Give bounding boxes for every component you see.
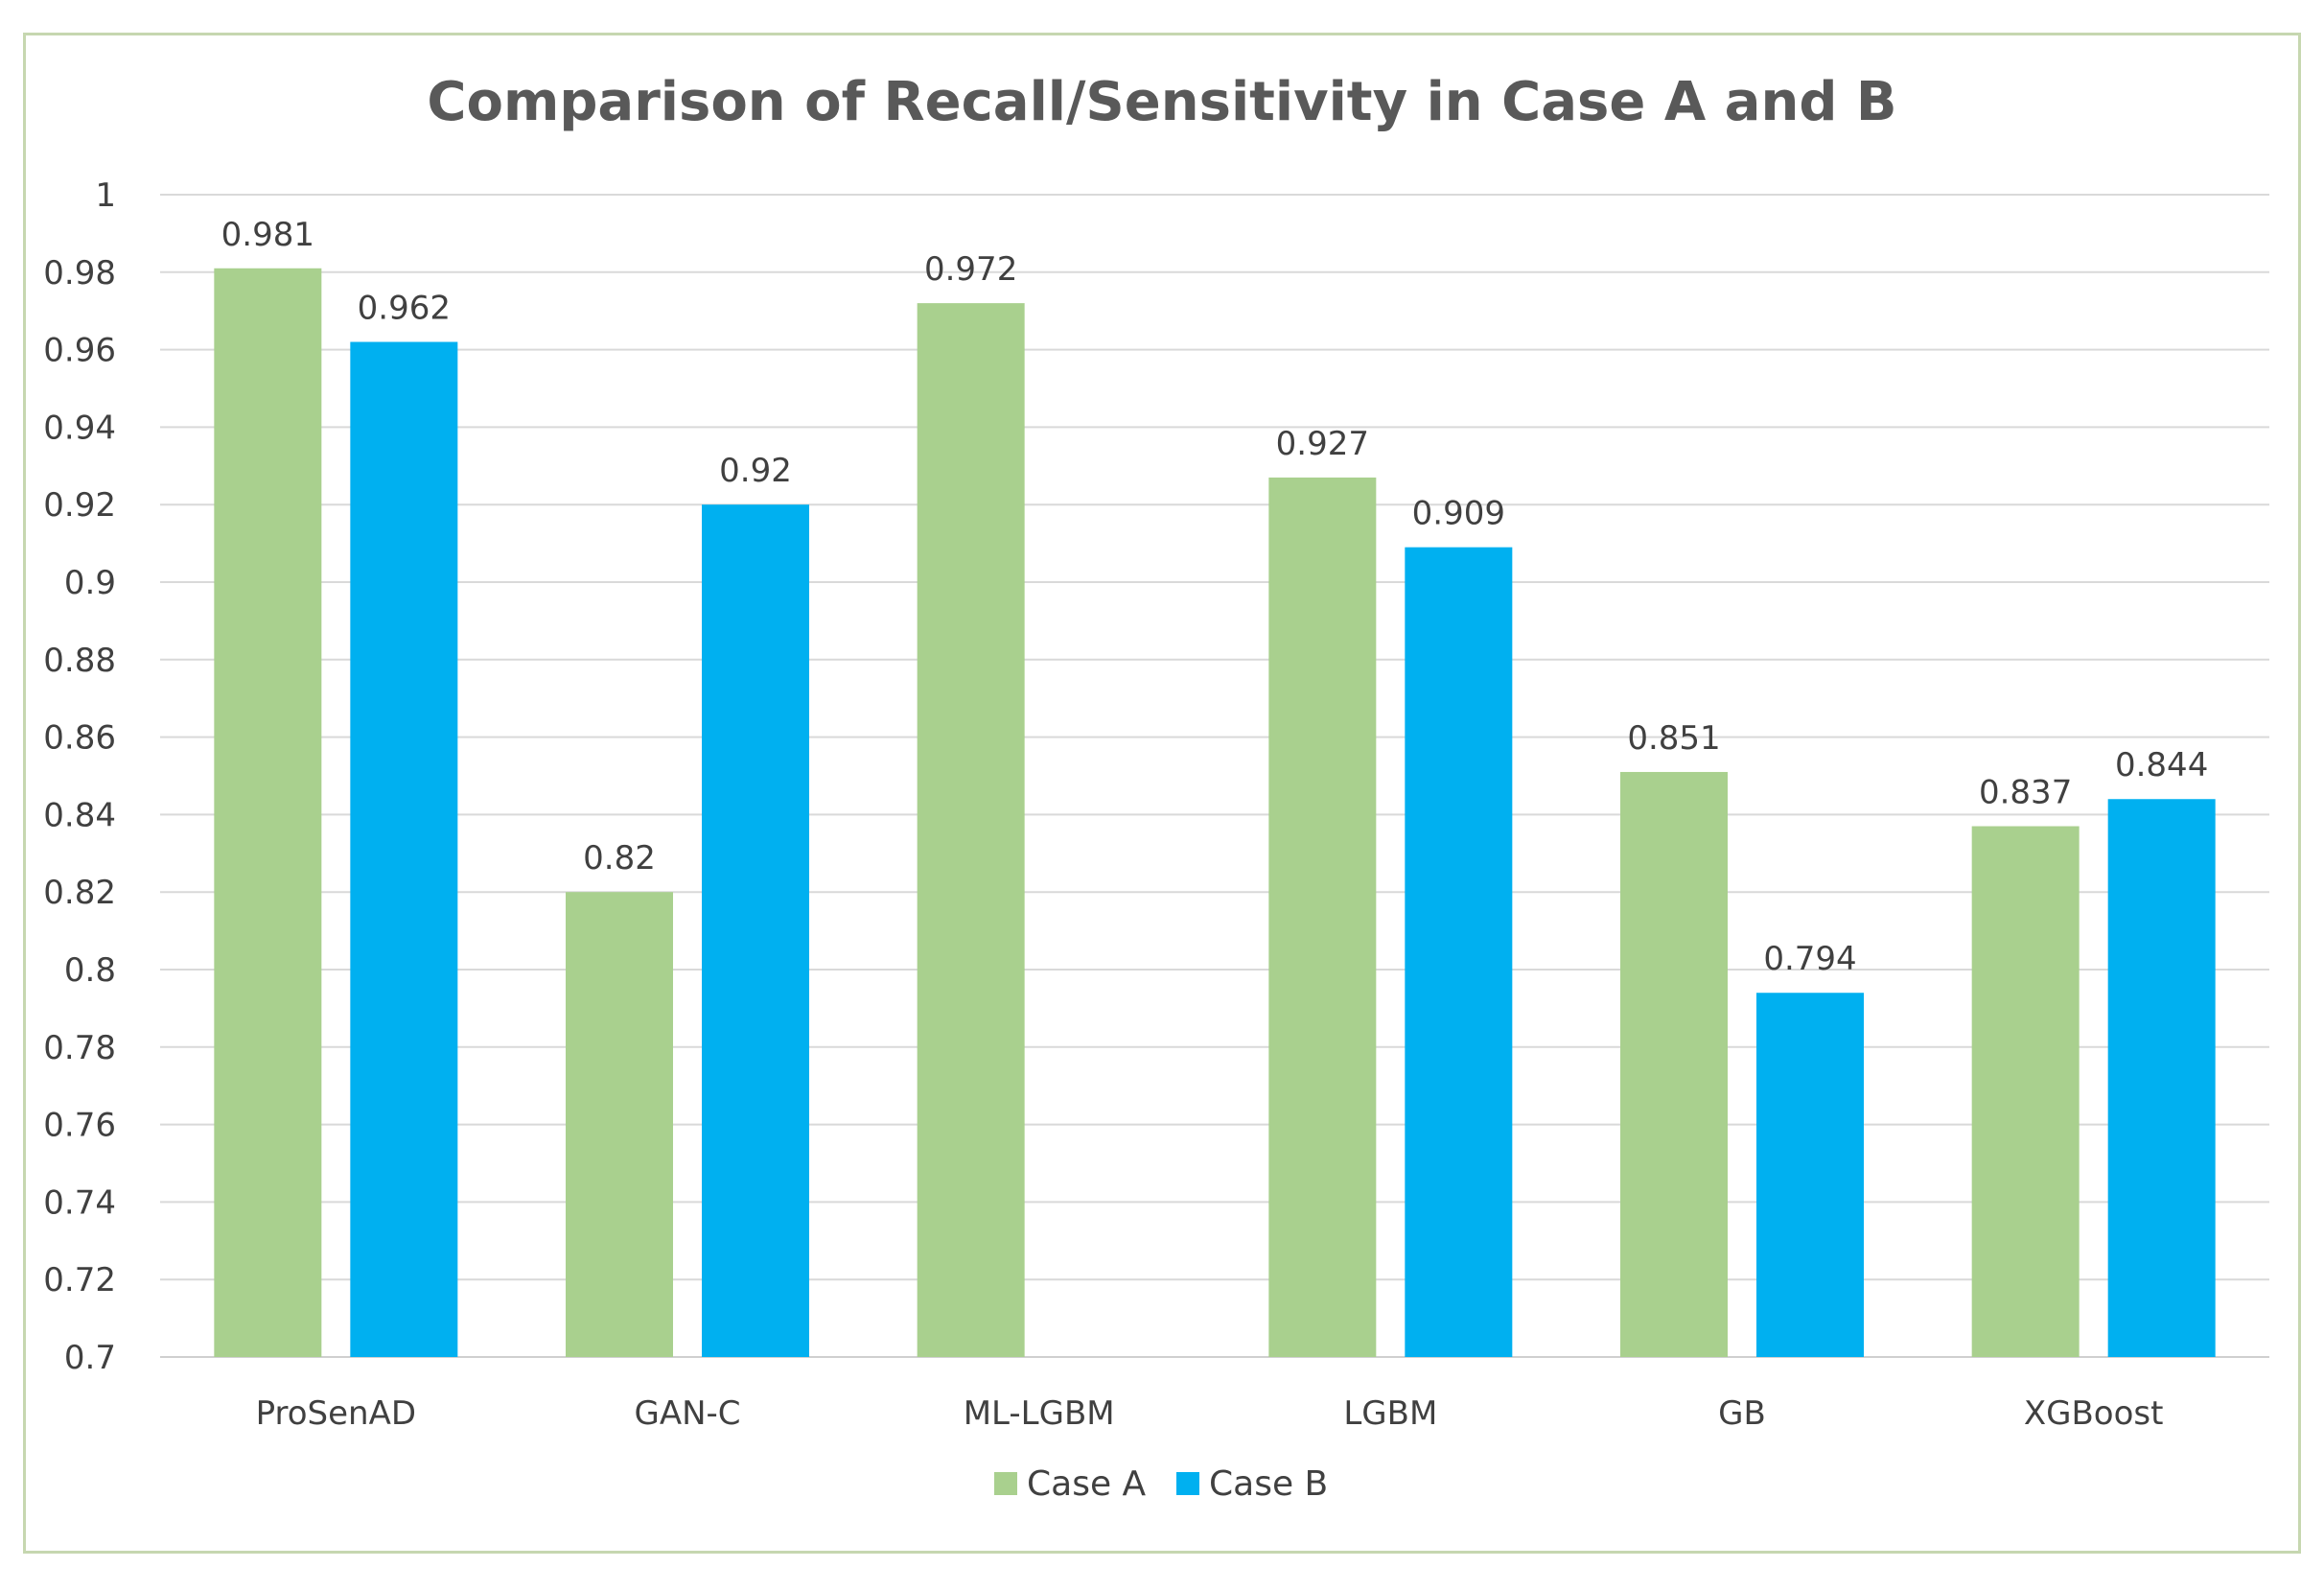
bars [214,268,2216,1357]
y-tick-label: 0.9 [64,564,116,602]
y-tick-label: 0.76 [43,1107,116,1145]
data-label: 0.82 [583,839,656,877]
data-label: 0.844 [2115,746,2208,784]
legend-swatch-case-b [1176,1472,1199,1495]
bar-case-a-ml-lgbm [917,303,1025,1357]
category-label: ML-LGBM [964,1394,1115,1433]
y-tick-label: 0.96 [43,332,116,370]
bar-case-a-prosenad [214,268,322,1357]
data-label: 0.837 [1979,774,2072,812]
data-label: 0.909 [1412,495,1505,533]
bar-case-b-gb [1756,993,1864,1357]
y-tick-label: 0.98 [43,254,116,292]
legend: Case A Case B [994,1464,1328,1504]
bar-case-a-xgboost [1971,826,2080,1357]
bar-case-a-gb [1620,771,1728,1357]
gridlines [160,194,2269,1358]
y-axis-ticks: 1 0.98 0.96 0.94 0.92 0.9 0.88 0.86 0.84 0.82 0.8 0… [43,176,116,1377]
data-label: 0.927 [1276,425,1369,463]
y-tick-label: 0.88 [43,642,116,680]
category-label: LGBM [1343,1394,1437,1433]
bar-case-b-prosenad [350,341,458,1357]
y-tick-label: 0.84 [43,796,116,834]
data-labels: 0.981 0.962 0.82 0.92 0.972 0.927 0.909 0.851 0.… [221,216,2209,978]
y-tick-label: 0.72 [43,1261,116,1299]
data-label: 0.794 [1763,940,1856,978]
x-axis-categories: ProSenAD GAN-C ML-LGBM LGBM GB XGBoost [256,1394,2164,1433]
chart-canvas: Comparison of Recall/Sensitivity in Case… [43,71,2269,1504]
category-label: ProSenAD [256,1394,416,1433]
data-label: 0.851 [1627,719,1720,758]
bar-case-a-gan-c [566,892,673,1357]
bar-case-b-gan-c [702,504,809,1357]
y-tick-label: 0.74 [43,1183,116,1222]
y-tick-label: 0.92 [43,486,116,525]
y-tick-label: 0.8 [64,951,116,990]
chart-title: Comparison of Recall/Sensitivity in Case… [427,71,1896,133]
legend-swatch-case-a [994,1472,1017,1495]
category-label: GAN-C [634,1394,740,1433]
y-tick-label: 0.82 [43,874,116,912]
y-tick-label: 0.7 [64,1339,116,1377]
data-label: 0.981 [221,216,314,254]
legend-label: Case B [1209,1464,1328,1504]
category-label: GB [1718,1394,1766,1433]
y-tick-label: 0.78 [43,1029,116,1067]
data-label: 0.92 [719,452,792,490]
y-tick-label: 1 [95,176,116,215]
y-tick-label: 0.86 [43,719,116,758]
bar-case-b-lgbm [1405,547,1513,1357]
data-label: 0.972 [924,250,1017,289]
data-label: 0.962 [358,290,451,328]
legend-label: Case A [1027,1464,1147,1504]
category-label: XGBoost [2024,1394,2164,1433]
chart-frame: Comparison of Recall/Sensitivity in Case… [23,33,2301,1554]
y-tick-label: 0.94 [43,409,116,447]
bar-case-b-xgboost [2107,799,2216,1357]
bar-case-a-lgbm [1268,477,1377,1357]
